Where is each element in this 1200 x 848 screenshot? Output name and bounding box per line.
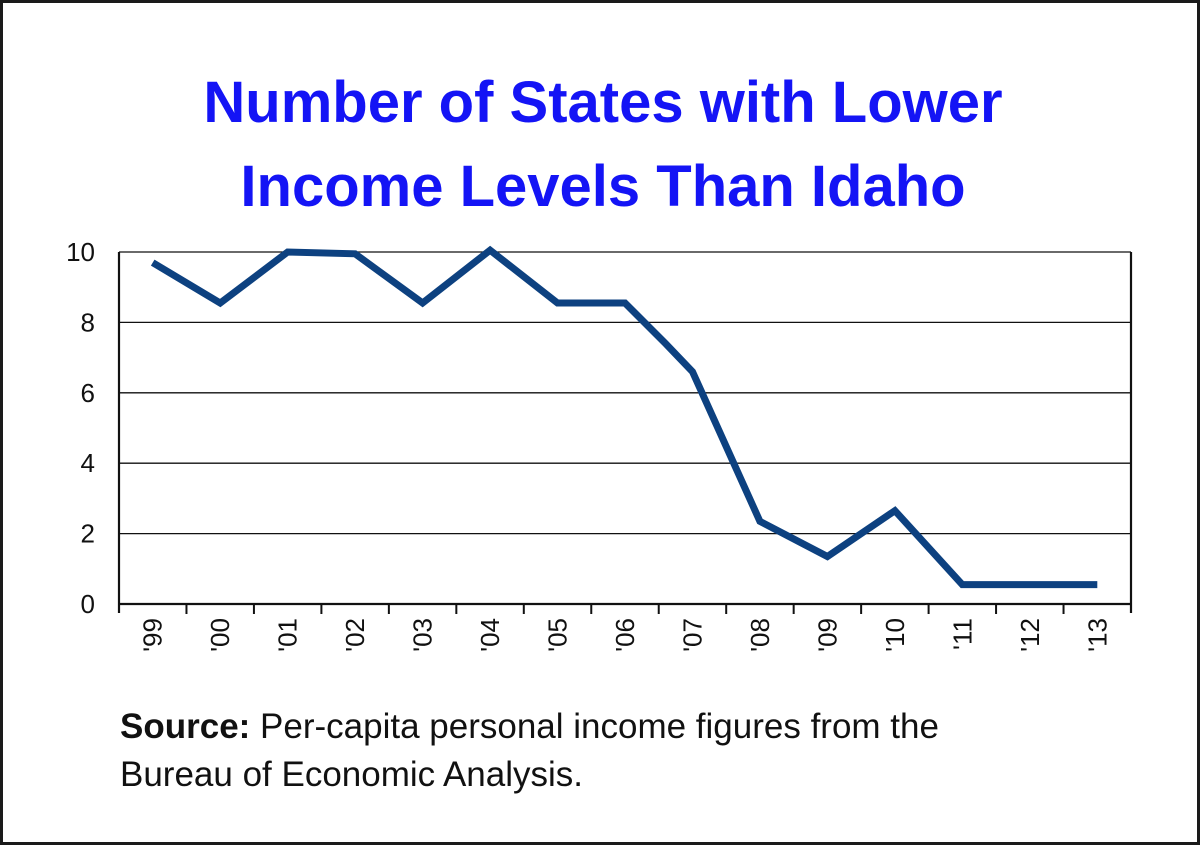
source-label: Source: xyxy=(120,707,251,746)
source-text-line-1: Per-capita personal income figures from … xyxy=(250,707,939,746)
line-chart: 0 2 4 6 8 10 '99 '00 '01 '02 '03 '04 '05 '06 '07 '08 '0… xyxy=(66,237,1133,652)
chart-title: Number of States with Lower Income Level… xyxy=(3,61,1200,229)
gridlines xyxy=(119,251,1131,535)
x-tick-label: '05 xyxy=(543,618,573,652)
x-tick-label: '99 xyxy=(138,618,168,652)
y-tick-label: 4 xyxy=(81,448,95,478)
y-tick-label: 10 xyxy=(66,237,95,267)
x-tick-label: '12 xyxy=(1015,618,1045,652)
x-tick-label: '09 xyxy=(812,618,842,652)
y-tick-label: 0 xyxy=(81,589,95,619)
axes xyxy=(117,252,1133,614)
x-tick-label: '00 xyxy=(205,618,235,652)
x-tick-label: '13 xyxy=(1082,618,1112,652)
chart-title-line-1: Number of States with Lower xyxy=(203,70,1003,135)
x-tick-label: '01 xyxy=(273,618,303,652)
x-tick-label: '10 xyxy=(880,618,910,652)
source-note: Source: Per-capita personal income figur… xyxy=(120,703,1120,799)
y-tick-label: 8 xyxy=(81,307,95,337)
chart-title-line-2: Income Levels Than Idaho xyxy=(240,154,966,219)
x-axis-labels: '99 '00 '01 '02 '03 '04 '05 '06 '07 '08 '09 '10 '11 '… xyxy=(138,618,1113,652)
y-axis-labels: 0 2 4 6 8 10 xyxy=(66,237,95,619)
data-line xyxy=(150,245,1098,589)
x-tick-label: '08 xyxy=(745,618,775,652)
y-tick-label: 2 xyxy=(81,519,95,549)
source-text-line-2: Bureau of Economic Analysis. xyxy=(120,755,584,794)
x-tick-label: '02 xyxy=(340,618,370,652)
x-tick-label: '07 xyxy=(677,618,707,652)
x-tick-label: '11 xyxy=(947,618,977,650)
x-tick-label: '06 xyxy=(610,618,640,652)
x-tick-label: '04 xyxy=(475,618,505,652)
x-tick-label: '03 xyxy=(408,618,438,652)
y-tick-label: 6 xyxy=(81,378,95,408)
